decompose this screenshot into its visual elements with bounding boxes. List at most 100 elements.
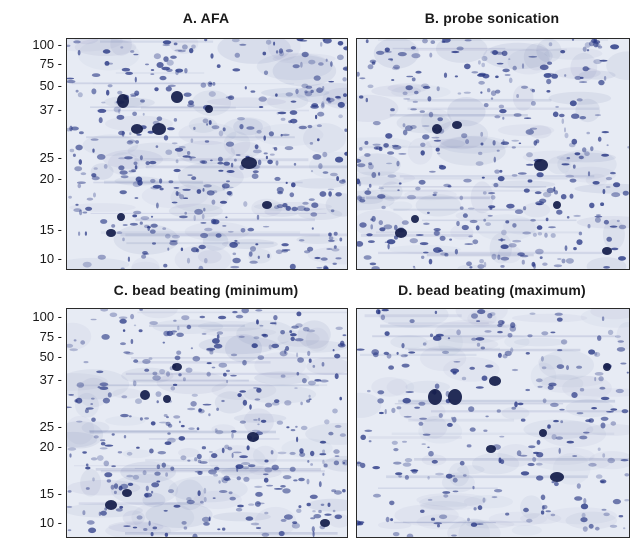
background-haze <box>243 408 274 436</box>
protein-spot <box>171 330 177 333</box>
gel-streak <box>90 212 327 214</box>
background-haze <box>236 320 295 347</box>
protein-spot <box>301 51 309 58</box>
protein-spot <box>447 337 451 340</box>
protein-spot <box>512 65 517 71</box>
protein-spot <box>133 359 139 363</box>
protein-spot <box>296 436 299 443</box>
protein-spot <box>511 406 516 410</box>
protein-spot <box>232 451 242 454</box>
protein-spot <box>434 310 438 315</box>
protein-spot <box>343 46 347 51</box>
protein-spot <box>530 218 536 222</box>
protein-spot <box>323 39 332 44</box>
protein-spot <box>536 475 544 481</box>
protein-spot <box>310 89 314 93</box>
protein-spot <box>166 371 170 377</box>
protein-spot <box>381 309 389 312</box>
protein-spot <box>173 118 178 122</box>
protein-spot <box>490 90 497 96</box>
protein-spot <box>618 515 624 518</box>
protein-spot <box>197 490 201 497</box>
protein-spot <box>310 170 314 173</box>
protein-spot <box>183 92 192 97</box>
protein-spot-major <box>131 124 143 134</box>
protein-spot <box>230 353 238 357</box>
protein-spot <box>279 350 288 357</box>
protein-spot <box>120 267 125 269</box>
background-haze <box>74 39 137 56</box>
protein-spot <box>475 225 480 231</box>
protein-spot <box>410 46 416 50</box>
background-haze <box>435 119 489 150</box>
protein-spot <box>144 368 150 372</box>
protein-spot <box>528 445 536 449</box>
protein-spot <box>130 339 134 344</box>
background-haze <box>139 309 178 319</box>
background-haze <box>357 209 405 237</box>
protein-spot <box>113 483 119 489</box>
protein-spot <box>194 208 203 215</box>
protein-spot <box>265 155 268 160</box>
protein-spot <box>495 51 504 55</box>
protein-spot <box>150 532 154 537</box>
protein-spot <box>289 263 296 269</box>
protein-spot <box>208 516 211 522</box>
protein-spot <box>116 114 125 120</box>
protein-spot <box>123 525 131 527</box>
protein-spot <box>311 227 314 230</box>
protein-spot <box>327 502 331 507</box>
protein-spot <box>257 159 262 166</box>
protein-spot-major <box>432 124 442 134</box>
protein-spot <box>308 59 316 65</box>
protein-spot-major <box>489 376 501 386</box>
protein-spot <box>410 108 417 111</box>
protein-spot <box>233 241 240 245</box>
protein-spot <box>91 397 95 400</box>
background-haze <box>399 400 446 422</box>
protein-spot <box>134 197 139 199</box>
background-haze <box>439 135 509 154</box>
protein-spot <box>104 472 113 478</box>
protein-spot <box>313 75 321 81</box>
protein-spot <box>257 423 260 426</box>
protein-spot-major <box>428 389 442 405</box>
protein-spot <box>319 440 327 444</box>
protein-spot <box>175 68 184 73</box>
gel-background <box>67 39 347 269</box>
protein-spot <box>106 89 110 96</box>
background-haze <box>377 520 412 530</box>
protein-spot <box>409 238 418 244</box>
protein-spot <box>188 100 194 105</box>
protein-spot <box>203 184 212 188</box>
protein-spot <box>221 399 225 403</box>
protein-spot <box>504 74 511 76</box>
protein-spot <box>215 430 224 435</box>
protein-spot <box>571 39 575 41</box>
protein-spot <box>493 182 499 188</box>
protein-spot <box>469 366 475 370</box>
background-haze <box>447 519 501 537</box>
protein-spot <box>395 472 403 476</box>
protein-spot <box>328 100 332 104</box>
protein-spot <box>497 254 501 260</box>
protein-spot <box>253 387 259 389</box>
protein-spot <box>588 462 597 467</box>
protein-spot <box>451 416 454 420</box>
protein-spot <box>322 459 325 465</box>
protein-spot <box>280 485 286 488</box>
protein-spot <box>600 396 610 401</box>
background-haze <box>80 468 101 497</box>
protein-spot <box>594 372 604 376</box>
protein-spot <box>478 60 481 65</box>
protein-spot <box>256 129 262 134</box>
protein-spot <box>248 503 255 506</box>
protein-spot <box>452 416 457 423</box>
protein-spot <box>531 89 535 93</box>
protein-spot <box>421 255 425 259</box>
protein-spot <box>369 59 377 64</box>
protein-spot <box>550 402 559 407</box>
protein-spot <box>83 361 89 364</box>
protein-spot <box>359 222 367 228</box>
protein-spot <box>525 352 530 355</box>
